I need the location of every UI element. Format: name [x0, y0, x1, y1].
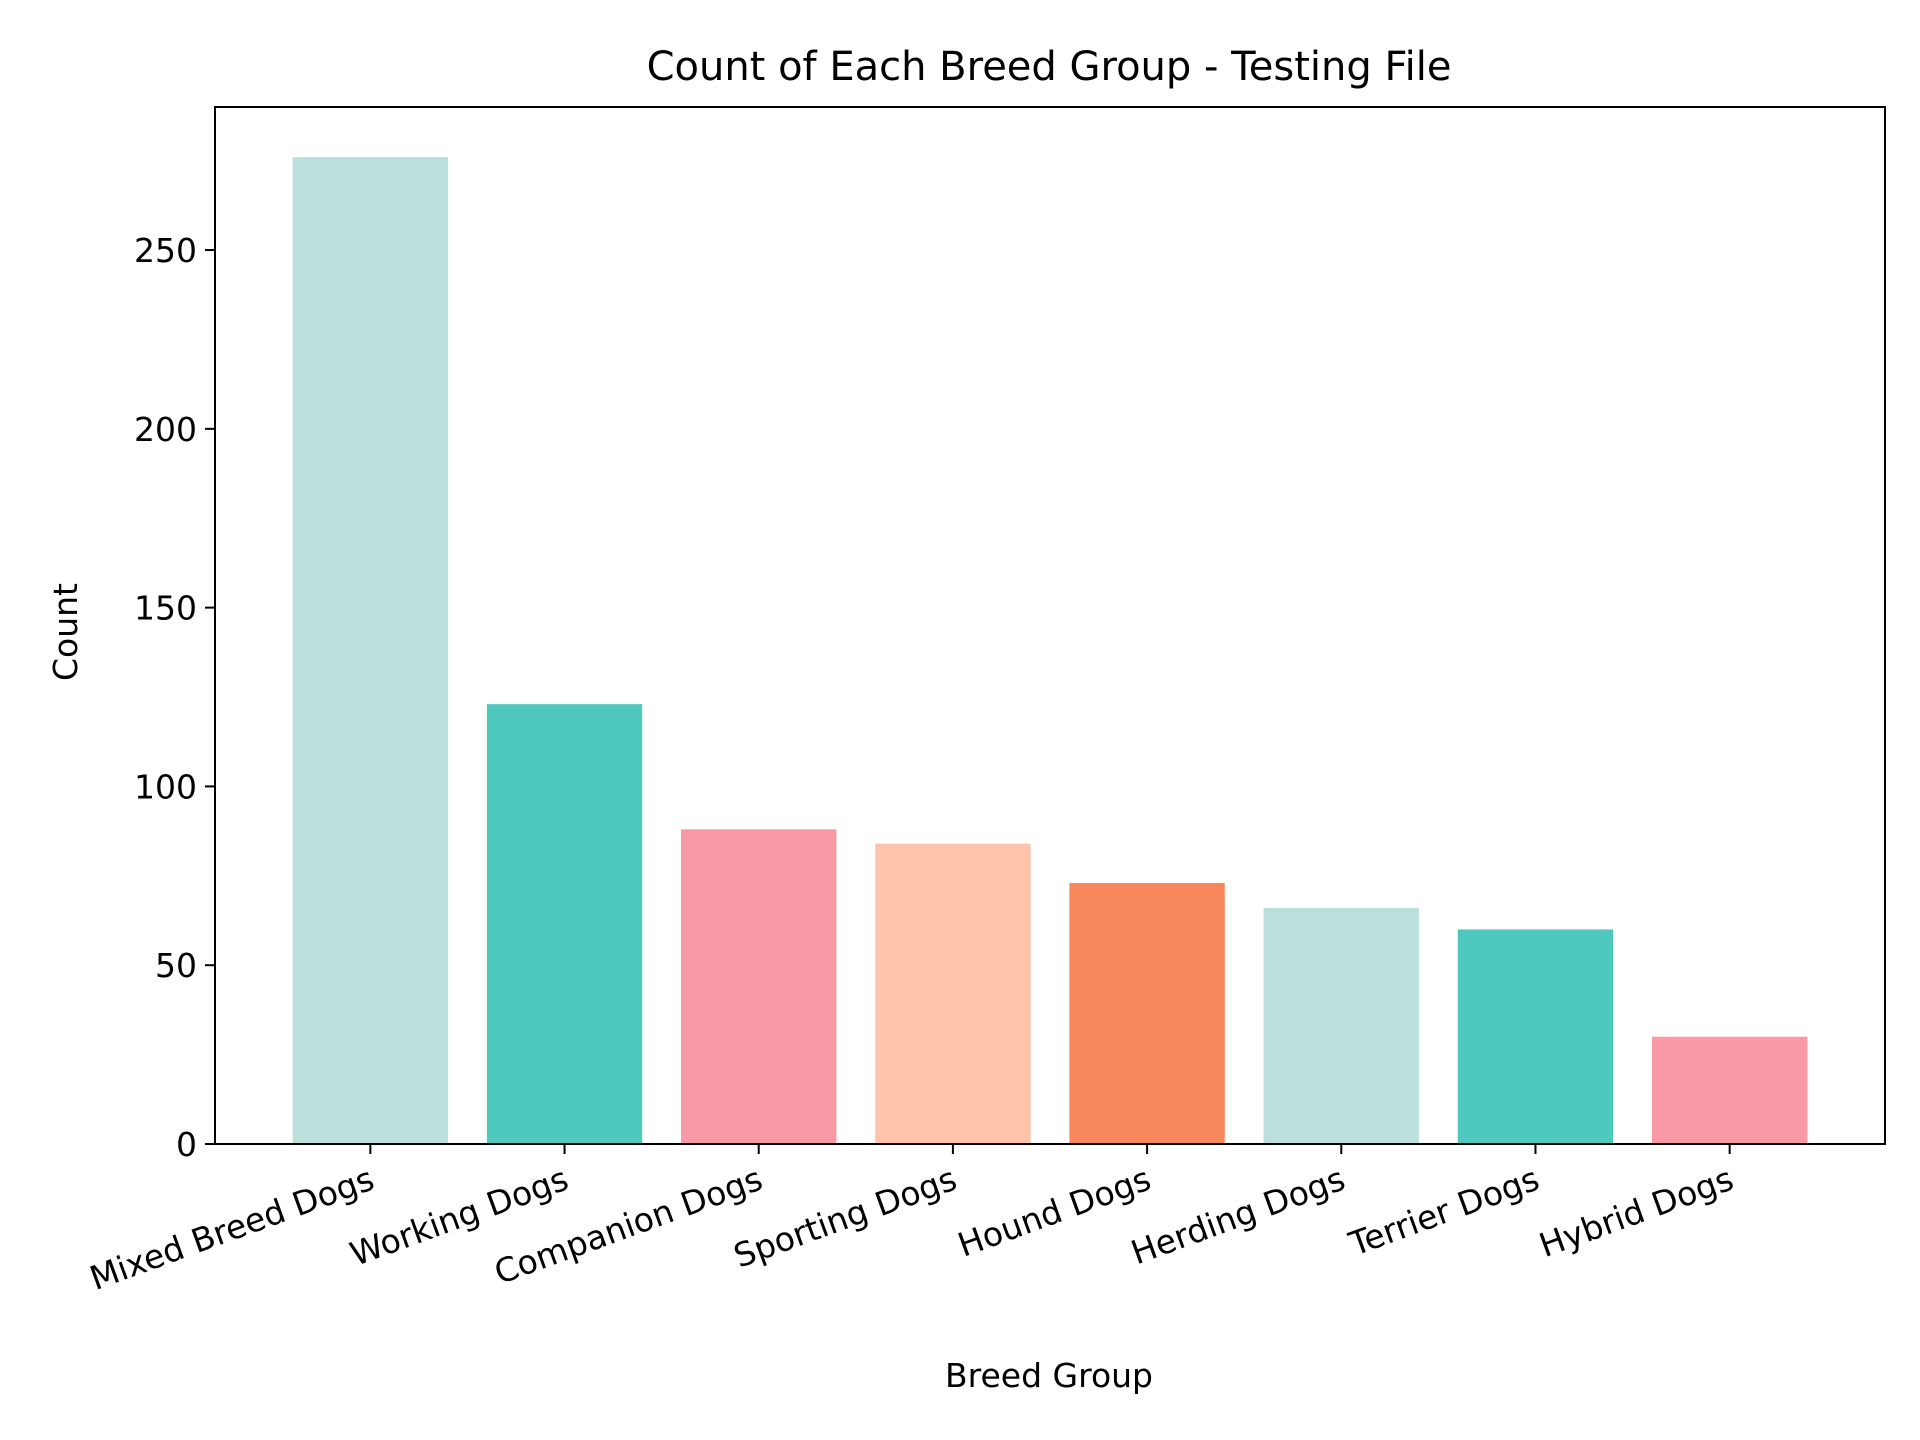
bar	[292, 157, 449, 1144]
bar	[1263, 907, 1419, 1144]
y-tick-label: 200	[134, 410, 197, 449]
bar	[1651, 1036, 1808, 1144]
bar	[486, 704, 643, 1144]
plot-frame	[214, 106, 1886, 1145]
chart-title: Count of Each Breed Group - Testing File	[647, 44, 1452, 90]
bars-layer	[292, 157, 1808, 1144]
y-tick-label: 50	[155, 946, 197, 985]
bar	[681, 829, 837, 1144]
y-tick-label: 250	[134, 231, 197, 270]
bar	[1069, 882, 1225, 1144]
x-axis-title: Breed Group	[945, 1356, 1153, 1395]
bar	[875, 843, 1031, 1144]
y-tick-label: 150	[134, 589, 197, 628]
y-tick-label: 0	[176, 1125, 197, 1164]
y-axis-title: Count	[46, 583, 85, 681]
y-tick-label: 100	[134, 767, 197, 806]
bar	[1457, 929, 1614, 1144]
